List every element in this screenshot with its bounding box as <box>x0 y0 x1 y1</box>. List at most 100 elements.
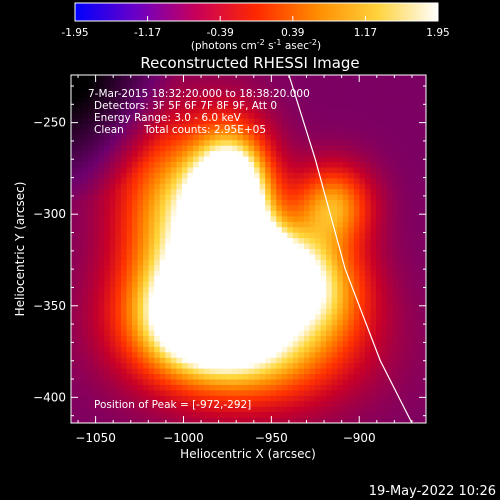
heatmap-pixel <box>287 145 294 152</box>
heatmap-pixel <box>209 297 216 304</box>
heatmap-pixel <box>337 118 344 125</box>
heatmap-pixel <box>298 91 305 98</box>
heatmap-pixel <box>181 200 189 207</box>
heatmap-pixel <box>176 243 183 250</box>
heatmap-pixel <box>193 243 200 250</box>
heatmap-pixel <box>370 412 377 419</box>
heatmap-pixel <box>303 292 311 299</box>
heatmap-pixel <box>326 276 333 283</box>
heatmap-pixel <box>320 336 327 343</box>
heatmap-pixel <box>198 346 205 353</box>
heatmap-pixel <box>242 314 250 321</box>
heatmap-pixel <box>193 412 200 419</box>
heatmap-pixel <box>292 189 300 196</box>
heatmap-pixel <box>71 384 78 391</box>
heatmap-pixel <box>287 292 294 299</box>
heatmap-pixel <box>248 341 255 348</box>
heatmap-pixel <box>154 249 161 256</box>
heatmap-pixel <box>187 254 194 261</box>
heatmap-pixel <box>364 336 372 343</box>
heatmap-pixel <box>198 276 205 283</box>
heatmap-pixel <box>93 276 100 283</box>
heatmap-pixel <box>120 80 128 87</box>
heatmap-pixel <box>76 259 83 266</box>
colorbar-frame <box>74 2 439 22</box>
heatmap-pixel <box>398 102 405 109</box>
heatmap-pixel <box>204 352 211 359</box>
heatmap-pixel <box>76 80 83 87</box>
heatmap-pixel <box>281 325 288 332</box>
heatmap-pixel <box>115 297 122 304</box>
heatmap-pixel <box>193 75 200 82</box>
heatmap-pixel <box>337 374 344 381</box>
heatmap-pixel <box>281 265 288 272</box>
heatmap-pixel <box>209 292 216 299</box>
heatmap-pixel <box>281 134 288 141</box>
heatmap-pixel <box>148 319 155 326</box>
heatmap-pixel <box>93 417 100 423</box>
heatmap-pixel <box>165 113 172 120</box>
heatmap-pixel <box>381 118 388 125</box>
heatmap-pixel <box>87 183 94 190</box>
heatmap-pixel <box>298 96 305 103</box>
heatmap-pixel <box>115 395 122 402</box>
heatmap-pixel <box>359 330 366 337</box>
heatmap-pixel <box>93 85 100 92</box>
heatmap-pixel <box>315 221 322 228</box>
heatmap-pixel <box>281 368 288 375</box>
heatmap-pixel <box>176 249 183 256</box>
heatmap-pixel <box>276 210 283 217</box>
heatmap-pixel <box>276 243 283 250</box>
heatmap-pixel <box>120 292 128 299</box>
heatmap-pixel <box>392 227 399 234</box>
heatmap-pixel <box>337 167 344 174</box>
heatmap-pixel <box>326 412 333 419</box>
heatmap-pixel <box>87 363 94 370</box>
heatmap-pixel <box>126 319 133 326</box>
heatmap-pixel <box>209 412 216 419</box>
heatmap-pixel <box>176 276 183 283</box>
heatmap-pixel <box>98 172 105 179</box>
heatmap-pixel <box>193 379 200 386</box>
heatmap-pixel <box>270 194 277 201</box>
heatmap-pixel <box>292 227 300 234</box>
heatmap-pixel <box>82 336 89 343</box>
heatmap-pixel <box>231 232 239 239</box>
heatmap-pixel <box>387 91 394 98</box>
heatmap-pixel <box>143 205 150 212</box>
heatmap-pixel <box>298 129 305 136</box>
heatmap-pixel <box>170 232 177 239</box>
heatmap-pixel <box>337 221 344 228</box>
heatmap-pixel <box>237 227 244 234</box>
heatmap-pixel <box>170 336 177 343</box>
heatmap-pixel <box>76 249 83 256</box>
heatmap-pixel <box>242 276 250 283</box>
heatmap-pixel <box>292 140 300 147</box>
heatmap-pixel <box>370 151 377 158</box>
heatmap-pixel <box>303 123 311 130</box>
heatmap-pixel <box>242 303 250 310</box>
heatmap-pixel <box>104 151 111 158</box>
heatmap-pixel <box>259 270 266 277</box>
heatmap-pixel <box>126 292 133 299</box>
heatmap-pixel <box>398 221 405 228</box>
heatmap-pixel <box>115 352 122 359</box>
heatmap-pixel <box>237 330 244 337</box>
heatmap-pixel <box>259 85 266 92</box>
heatmap-pixel <box>342 297 349 304</box>
heatmap-pixel <box>242 346 250 353</box>
heatmap-pixel <box>281 276 288 283</box>
heatmap-pixel <box>414 80 422 87</box>
heatmap-pixel <box>326 151 333 158</box>
heatmap-pixel <box>287 390 294 397</box>
heatmap-pixel <box>226 319 233 326</box>
heatmap-pixel <box>292 330 300 337</box>
heatmap-pixel <box>292 352 300 359</box>
heatmap-pixel <box>120 341 128 348</box>
heatmap-pixel <box>120 205 128 212</box>
heatmap-pixel <box>315 417 322 423</box>
heatmap-pixel <box>370 238 377 245</box>
heatmap-pixel <box>409 243 416 250</box>
heatmap-pixel <box>342 357 349 364</box>
heatmap-pixel <box>204 281 211 288</box>
